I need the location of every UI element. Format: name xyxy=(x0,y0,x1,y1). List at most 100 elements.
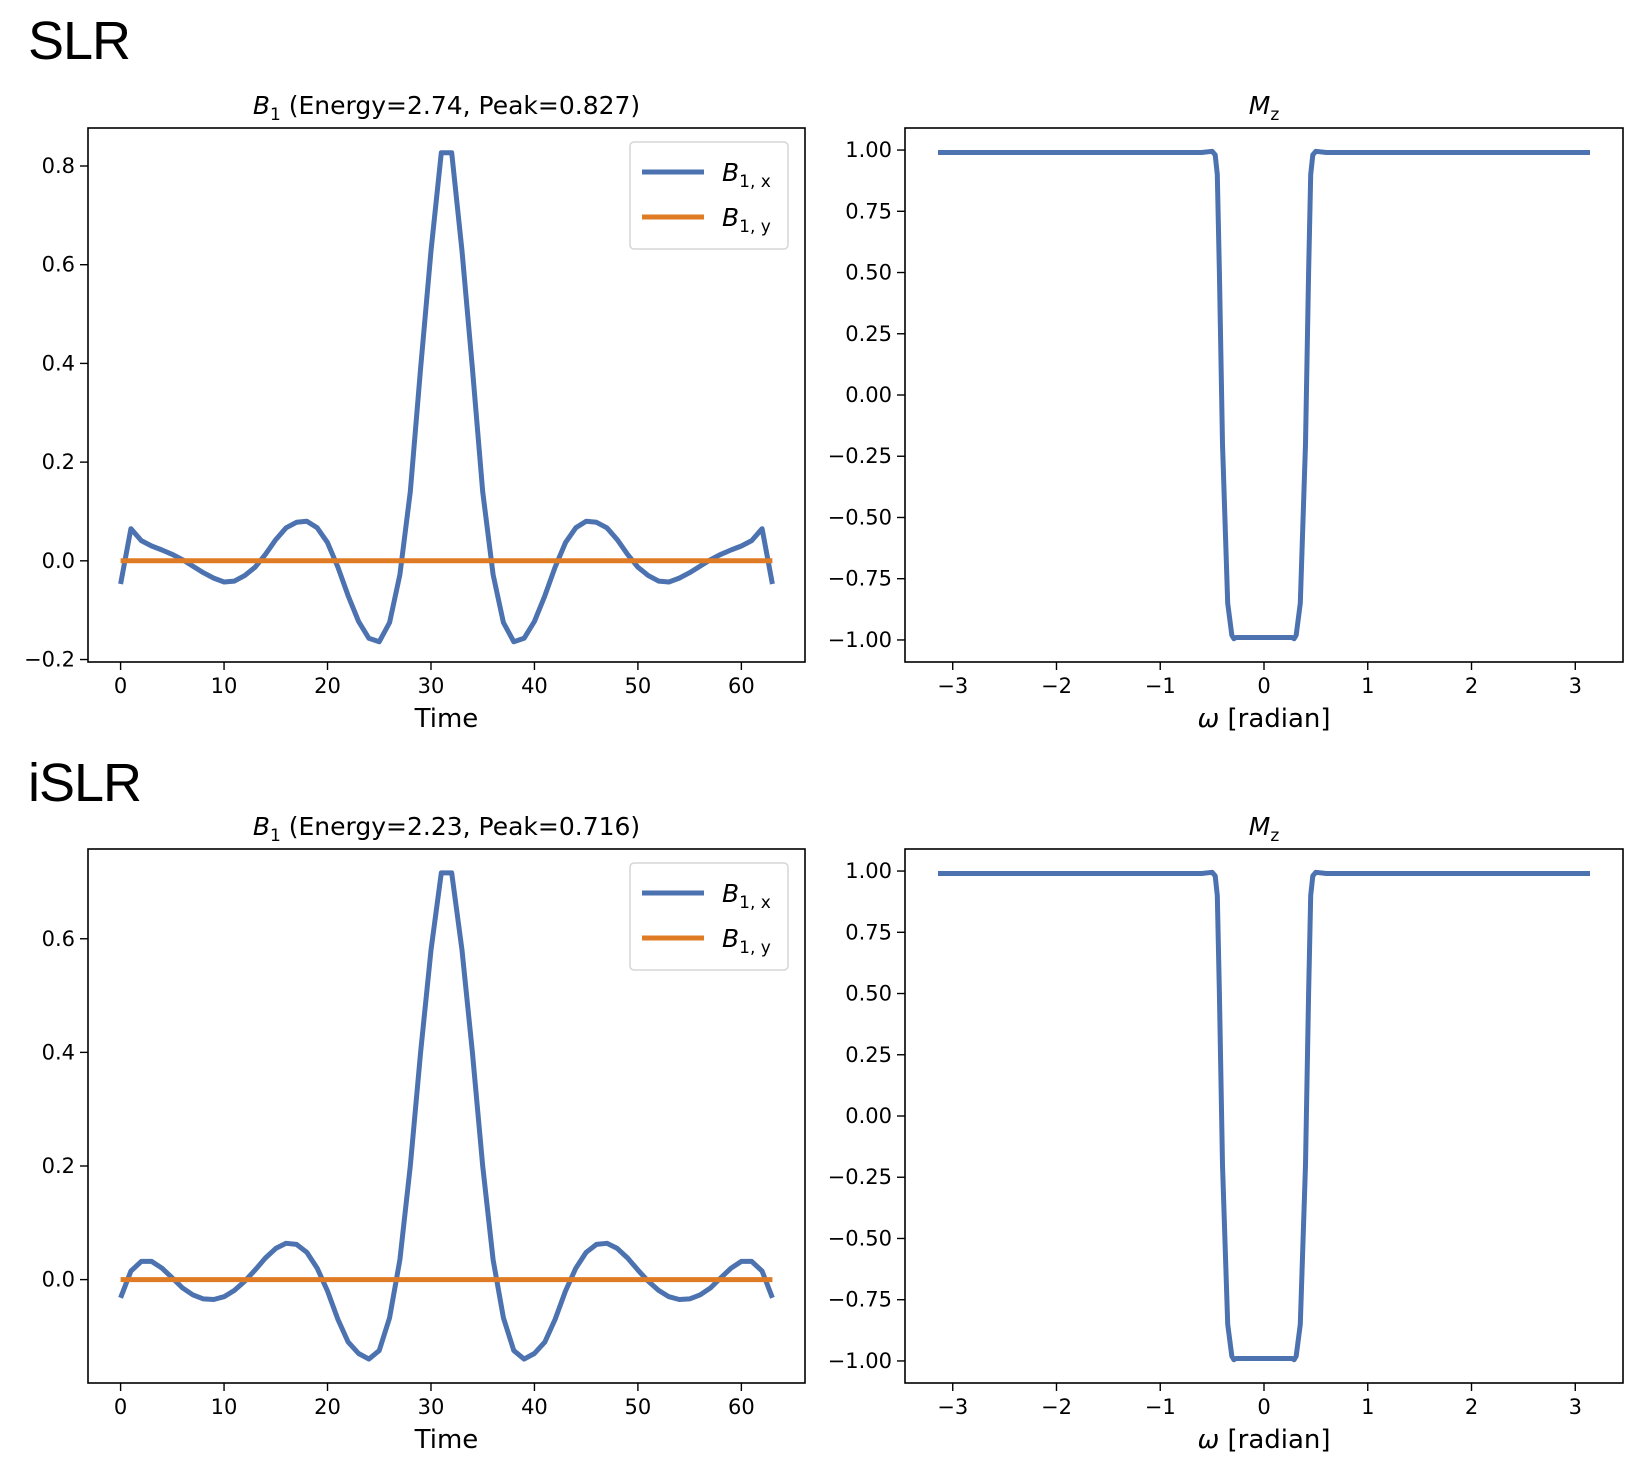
y-tick-label: 0.25 xyxy=(845,322,892,346)
x-tick-label: 3 xyxy=(1569,1395,1582,1419)
legend-box xyxy=(629,141,789,250)
y-tick-label: 0.25 xyxy=(845,1043,892,1067)
x-tick-label: 10 xyxy=(211,674,238,698)
series-line-b1x xyxy=(118,150,775,645)
x-tick-label: 1 xyxy=(1361,1395,1374,1419)
y-tick-label: −0.50 xyxy=(828,1226,892,1250)
axes-title: B1 (Energy=2.23, Peak=0.716) xyxy=(253,812,640,846)
x-axis-label-symbol: ω xyxy=(1197,1425,1219,1455)
legend: B1, x B1, y xyxy=(629,862,789,971)
legend-label: B1, y xyxy=(722,924,771,958)
x-axis-label-text: Time xyxy=(414,704,479,734)
x-tick-label: 20 xyxy=(314,1395,341,1419)
legend-label-subscript: 1, y xyxy=(739,217,771,237)
y-tick-label: −0.50 xyxy=(828,505,892,529)
x-tick-label: 2 xyxy=(1465,674,1478,698)
x-tick-label: 0 xyxy=(114,1395,127,1419)
legend-label-symbol: B xyxy=(722,203,739,232)
axes-frame xyxy=(904,127,1624,663)
legend-label: B1, y xyxy=(722,203,771,237)
y-tick-label: 0.0 xyxy=(42,1268,75,1292)
axes-frame xyxy=(904,848,1624,1384)
legend-label-subscript: 1, y xyxy=(739,938,771,958)
series-line-mz xyxy=(938,148,1590,642)
x-tick-label: 2 xyxy=(1465,1395,1478,1419)
axes-frame xyxy=(87,848,806,1384)
y-tick-label: 0.50 xyxy=(845,982,892,1006)
x-axis-label-text: [radian] xyxy=(1219,704,1330,734)
legend-label-symbol: B xyxy=(722,158,739,187)
x-axis-label-symbol: ω xyxy=(1197,704,1219,734)
section-title-islr: iSLR xyxy=(28,753,142,813)
y-tick-label: 0.8 xyxy=(42,154,75,178)
legend: B1, xB1, y xyxy=(629,141,789,250)
axes-title-text: (Energy=2.74, Peak=0.827) xyxy=(281,91,640,120)
axes-title-subscript: 1 xyxy=(270,105,281,125)
x-tick-label: 3 xyxy=(1569,674,1582,698)
series-line-mz xyxy=(938,869,1590,1363)
x-tick-label: 60 xyxy=(728,674,755,698)
legend-label-subscript: 1, x xyxy=(739,172,771,192)
x-tick-label: 60 xyxy=(728,1395,755,1419)
x-axis-label: Time xyxy=(414,704,479,734)
x-tick-label: 40 xyxy=(521,674,548,698)
axes-title: Mz xyxy=(1249,91,1280,125)
axes-frame xyxy=(87,127,806,663)
axes-title-symbol: M xyxy=(1249,91,1271,120)
chart-slr-mz: Mz −3 −2 −1 0 1 2 3 1.00 0.75 0.50 0.25 0.00 −0.25 −0.… xyxy=(828,91,1624,734)
y-tick-label: 0.0 xyxy=(42,549,75,573)
x-tick-label: −1 xyxy=(1145,1395,1176,1419)
x-tick-label: 30 xyxy=(418,1395,445,1419)
x-tick-label: 0 xyxy=(1257,674,1270,698)
y-tick-label: 0.00 xyxy=(845,383,892,407)
x-tick-label: −3 xyxy=(937,1395,968,1419)
axes-title-symbol: B xyxy=(253,812,270,841)
legend-label-subscript: 1, x xyxy=(739,893,771,913)
axes-title: B1 (Energy=2.74, Peak=0.827) xyxy=(253,91,640,125)
x-axis-label-text: Time xyxy=(414,1425,479,1455)
x-axis-label: Time xyxy=(414,1425,479,1455)
axes-title: Mz xyxy=(1249,812,1280,846)
axes-title-text: (Energy=2.23, Peak=0.716) xyxy=(281,812,640,841)
y-tick-label: 0.2 xyxy=(42,450,75,474)
y-tick-label: 0.75 xyxy=(845,920,892,944)
y-tick-label: 0.4 xyxy=(42,1040,75,1064)
chart-islr-mz: Mz −3 −2 −1 0 1 2 3 1.00 0.75 0.50 0.25 0.00 −0.25 −0.… xyxy=(828,812,1624,1455)
x-axis-label: ω [radian] xyxy=(1197,1425,1330,1455)
y-tick-label: 1.00 xyxy=(845,859,892,883)
x-tick-label: −1 xyxy=(1145,674,1176,698)
x-tick-label: 0 xyxy=(1257,1395,1270,1419)
legend-box xyxy=(629,862,789,971)
x-tick-label: 50 xyxy=(625,674,652,698)
legend-label: B1, x xyxy=(722,879,771,913)
y-tick-label: −0.25 xyxy=(828,444,892,468)
y-tick-label: 1.00 xyxy=(845,138,892,162)
legend-label: B1, x xyxy=(722,158,771,192)
section-title-slr: SLR xyxy=(28,11,131,71)
axes-title-symbol: B xyxy=(253,91,270,120)
y-tick-label: 0.4 xyxy=(42,351,75,375)
y-tick-label: 0.6 xyxy=(42,253,75,277)
x-tick-label: 50 xyxy=(625,1395,652,1419)
y-tick-label: −0.75 xyxy=(828,567,892,591)
axes-title-symbol: M xyxy=(1249,812,1271,841)
y-tick-label: −0.25 xyxy=(828,1165,892,1189)
y-tick-label: 0.50 xyxy=(845,261,892,285)
y-tick-label: 0.2 xyxy=(42,1154,75,1178)
x-tick-label: 40 xyxy=(521,1395,548,1419)
x-tick-label: 0 xyxy=(114,674,127,698)
x-axis-label: ω [radian] xyxy=(1197,704,1330,734)
chart-islr-b1: B1 (Energy=2.23, Peak=0.716) 0 10 20 30 40 50 6… xyxy=(42,812,806,1455)
x-tick-label: −3 xyxy=(937,674,968,698)
legend-label-symbol: B xyxy=(722,924,739,953)
y-tick-label: −0.2 xyxy=(24,648,75,672)
y-tick-label: 0.00 xyxy=(845,1104,892,1128)
y-tick-label: 0.6 xyxy=(42,927,75,951)
axes-title-subscript: z xyxy=(1270,826,1279,846)
axes-title-subscript: z xyxy=(1270,105,1279,125)
y-tick-label: 0.75 xyxy=(845,199,892,223)
x-tick-label: −2 xyxy=(1041,1395,1072,1419)
x-tick-label: 10 xyxy=(211,1395,238,1419)
x-tick-label: 20 xyxy=(314,674,341,698)
